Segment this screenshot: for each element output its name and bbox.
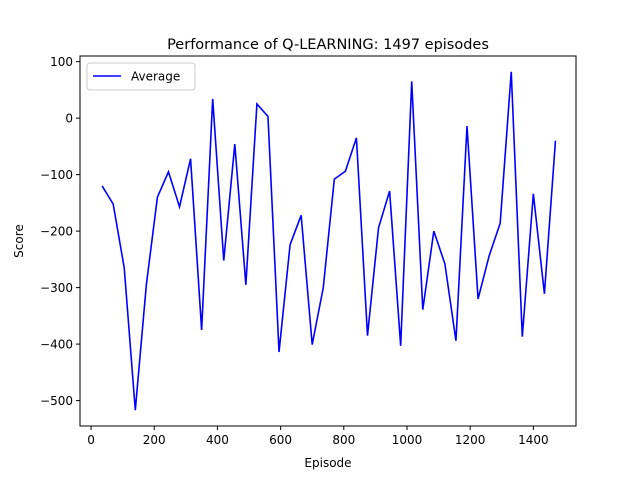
x-tick-label: 1000 — [392, 433, 423, 447]
y-tick-label: −200 — [40, 225, 73, 239]
x-tick-label: 400 — [206, 433, 229, 447]
y-tick-label: −500 — [40, 394, 73, 408]
axes-frame — [79, 55, 577, 427]
legend-box — [86, 62, 196, 91]
axis-ticks: 0 200 400 600 800 1000 1200 1400−500−400−300−20… — [40, 55, 549, 447]
y-tick-label: −100 — [40, 168, 73, 182]
plot-area — [101, 71, 557, 411]
x-tick-label: 600 — [269, 433, 292, 447]
x-tick-label: 200 — [143, 433, 166, 447]
y-tick-label: 0 — [65, 112, 73, 126]
x-tick-label: 1200 — [455, 433, 486, 447]
legend-label-average: Average — [131, 70, 180, 84]
y-tick-label: −300 — [40, 281, 73, 295]
chart-title: Performance of Q-LEARNING: 1497 episodes — [167, 37, 489, 53]
legend: Average — [86, 62, 196, 91]
x-tick-label: 0 — [87, 433, 95, 447]
x-tick-label: 800 — [332, 433, 355, 447]
x-axis-label: Episode — [304, 456, 351, 470]
y-tick-label: −400 — [40, 338, 73, 352]
series-line-average — [101, 71, 557, 411]
y-axis-label: Score — [12, 224, 26, 258]
y-tick-label: 100 — [50, 55, 73, 69]
x-tick-label: 1400 — [518, 433, 549, 447]
